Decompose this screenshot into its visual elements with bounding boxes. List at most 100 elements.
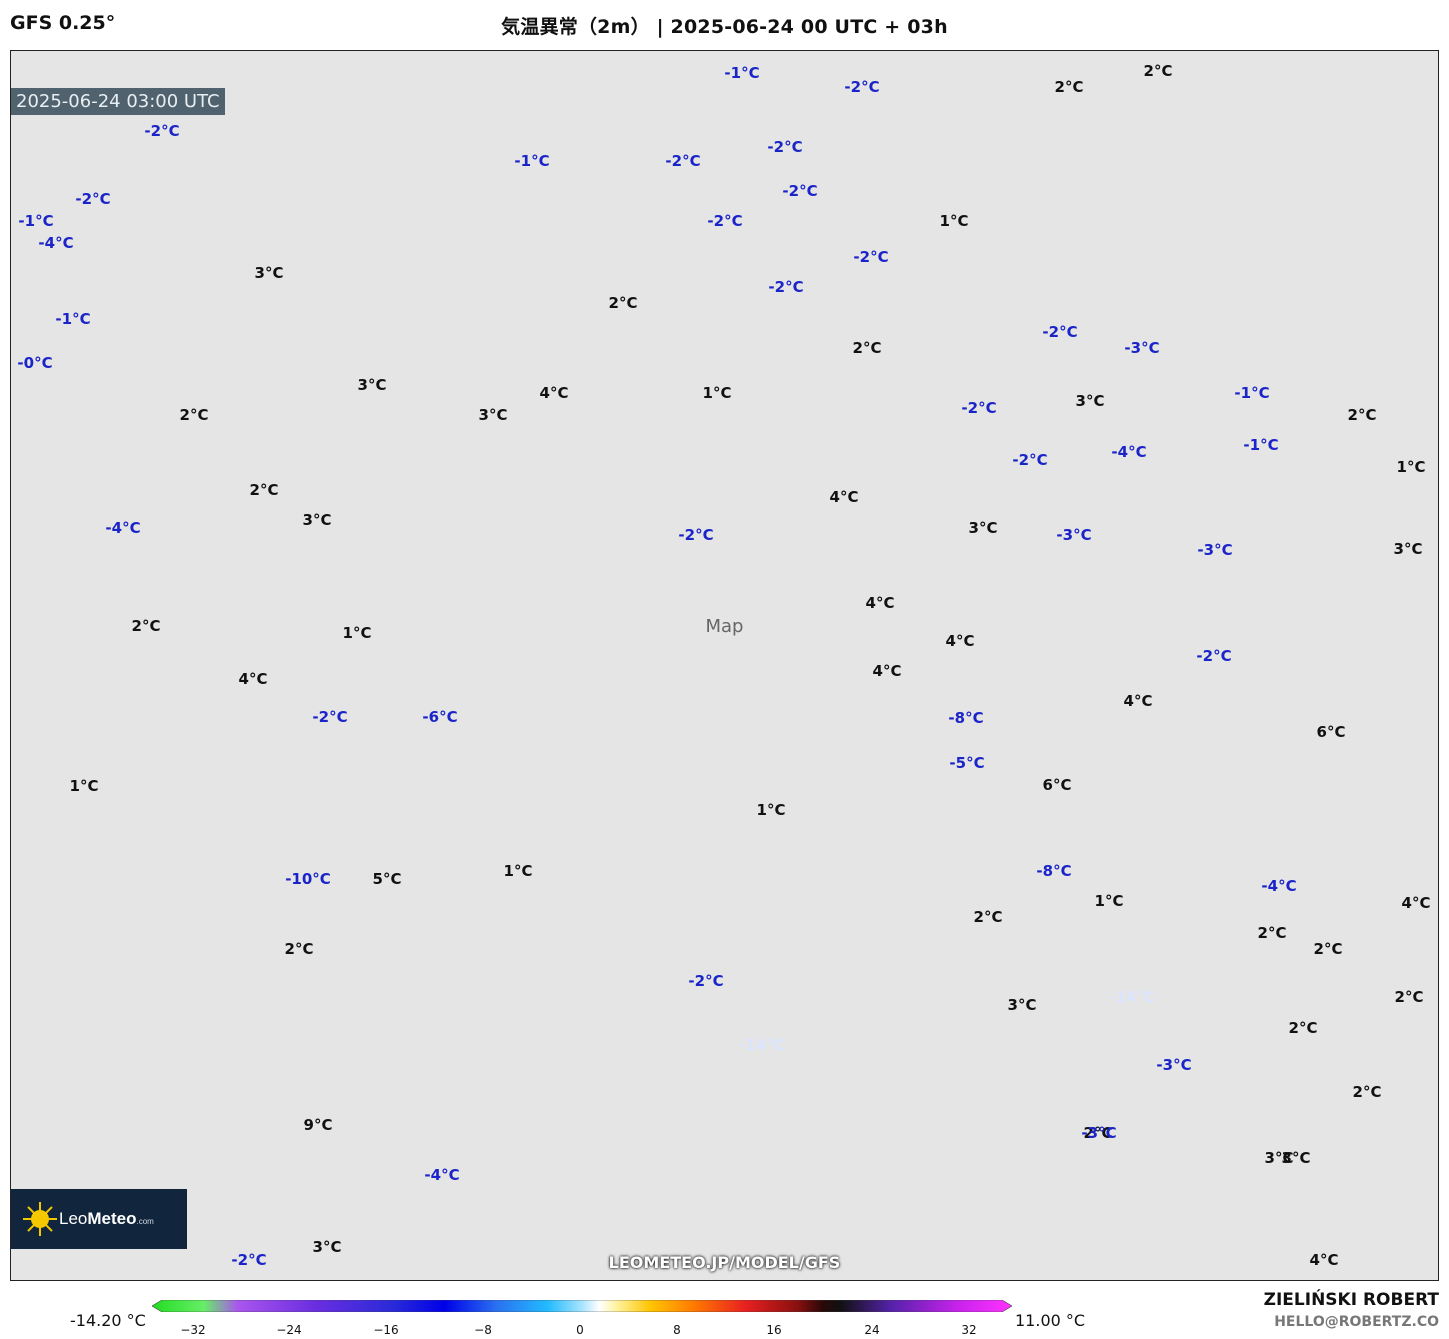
colorbar [152, 1300, 1012, 1312]
colorbar-tick-label: −8 [474, 1323, 492, 1337]
temperature-label: 3°C [357, 376, 387, 394]
temperature-label: 3°C [1264, 1149, 1294, 1167]
temperature-anomaly-map: Map 2025-06-24 03:00 UTC -1°C -2°C 2°C 2°C -… [10, 50, 1439, 1281]
temperature-label: -2°C [144, 122, 180, 140]
source-url: LEOMETEO.JP/MODEL/GFS [608, 1253, 841, 1272]
temperature-label: 3°C [1075, 392, 1105, 410]
temperature-label: 1°C [1396, 458, 1426, 476]
colorbar-max-label: 11.00 °C [1015, 1311, 1086, 1330]
colorbar-tick-label: 24 [864, 1323, 880, 1337]
temperature-label: 4°C [865, 594, 895, 612]
temperature-label: -8°C [948, 709, 984, 727]
temperature-label: -2°C [767, 138, 803, 156]
temperature-label: 1°C [939, 212, 969, 230]
temperature-label: -3°C [1124, 339, 1160, 357]
temperature-label: 2°C [1347, 406, 1377, 424]
temperature-label: 4°C [1401, 894, 1431, 912]
temperature-label: 4°C [238, 670, 268, 688]
temperature-label: 6°C [1316, 723, 1346, 741]
temperature-label: -2°C [961, 399, 997, 417]
temperature-label: -8°C [1036, 862, 1072, 880]
temperature-label: 1°C [342, 624, 372, 642]
temperature-label: -4°C [38, 234, 74, 252]
author-name: ZIELIŃSKI ROBERT [1263, 1290, 1439, 1310]
temperature-label: -1°C [55, 310, 91, 328]
temperature-label: 2°C [249, 481, 279, 499]
temperature-label: 1°C [69, 777, 99, 795]
temperature-label: 3°C [254, 264, 284, 282]
temperature-label: -3°C [1197, 541, 1233, 559]
temperature-label: 3°C [478, 406, 508, 424]
temperature-label: 4°C [1309, 1251, 1339, 1269]
temperature-label: 2°C [1313, 940, 1343, 958]
temperature-label: 4°C [872, 662, 902, 680]
temperature-label: 3°C [1281, 1149, 1311, 1167]
temperature-label: -2°C [75, 190, 111, 208]
temperature-label: 2°C [131, 617, 161, 635]
temperature-label: -5°C [949, 754, 985, 772]
temperature-label: -1°C [1234, 384, 1270, 402]
temperature-label: -6°C [422, 708, 458, 726]
temperature-label: 1°C [1094, 892, 1124, 910]
temperature-label: 1°C [702, 384, 732, 402]
temperature-label: 2°C [179, 406, 209, 424]
temperature-label: -2°C [665, 152, 701, 170]
temperature-label: 1°C [756, 801, 786, 819]
colorbar-tick-label: −32 [180, 1323, 206, 1337]
colorbar-fill [152, 1300, 1012, 1312]
temperature-label: -2°C [1042, 323, 1078, 341]
temperature-label: 4°C [1123, 692, 1153, 710]
temperature-label: -2°C [678, 526, 714, 544]
logo-text: LeoMeteo.com [59, 1209, 154, 1228]
colorbar-tick-label: 8 [673, 1323, 681, 1337]
temperature-label: -2°C [707, 212, 743, 230]
temperature-label: -2°C [844, 78, 880, 96]
temperature-label: -1°C [514, 152, 550, 170]
temperature-label: 2°C [1083, 1124, 1113, 1142]
colorbar-min-label: -14.20 °C [70, 1311, 146, 1330]
temperature-label: 3°C [1007, 996, 1037, 1014]
temperature-label: -2°C [231, 1251, 267, 1269]
temperature-label: -3°C [1056, 526, 1092, 544]
temperature-label: 4°C [945, 632, 975, 650]
temperature-label: 3°C [302, 511, 332, 529]
colorbar-tick-label: 32 [961, 1323, 977, 1337]
temperature-label: 2°C [1143, 62, 1173, 80]
leometeo-logo: LeoMeteo.com [11, 1189, 187, 1249]
temperature-label: -2°C [782, 182, 818, 200]
temperature-label: 2°C [1257, 924, 1287, 942]
map-placeholder: Map [11, 51, 1438, 1280]
temperature-label: -4°C [1111, 443, 1147, 461]
model-name: GFS 0.25° [10, 12, 116, 34]
temperature-label: 3°C [1393, 540, 1423, 558]
temperature-label: 2°C [1352, 1083, 1382, 1101]
temperature-label: -2°C [312, 708, 348, 726]
temperature-label: -2°C [1012, 451, 1048, 469]
map-placeholder-label: Map [705, 616, 744, 638]
temperature-label: -14°C [739, 1036, 785, 1054]
temperature-label: 2°C [1054, 78, 1084, 96]
temperature-label: -4°C [105, 519, 141, 537]
colorbar-tick-label: 0 [576, 1323, 584, 1337]
temperature-label: -0°C [17, 354, 53, 372]
temperature-label: 5°C [372, 870, 402, 888]
temperature-label: -2°C [688, 972, 724, 990]
temperature-label: 4°C [829, 488, 859, 506]
temperature-label: 4°C [539, 384, 569, 402]
sun-icon [23, 1202, 57, 1236]
colorbar-tick-label: 16 [766, 1323, 782, 1337]
temperature-label: -2°C [768, 278, 804, 296]
temperature-label: -4°C [1261, 877, 1297, 895]
author-email: HELLO@ROBERTZ.CO [1274, 1314, 1439, 1330]
temperature-label: -4°C [424, 1166, 460, 1184]
temperature-label: -1°C [18, 212, 54, 230]
temperature-label: -2°C [853, 248, 889, 266]
temperature-label: 2°C [852, 339, 882, 357]
temperature-label: 2°C [1394, 988, 1424, 1006]
colorbar-tick-label: −16 [373, 1323, 399, 1337]
temperature-label: -1°C [724, 64, 760, 82]
temperature-label: 2°C [284, 940, 314, 958]
temperature-label: -1°C [1243, 436, 1279, 454]
temperature-label: -2°C [1196, 647, 1232, 665]
temperature-label: -14°C [1109, 988, 1155, 1006]
